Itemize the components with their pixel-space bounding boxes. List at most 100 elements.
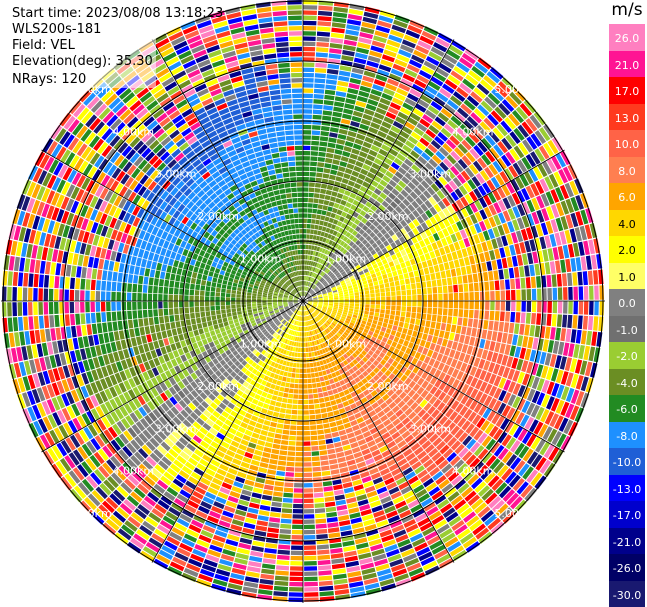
range-gate — [363, 518, 376, 527]
range-gate — [96, 419, 107, 431]
range-gate — [234, 118, 245, 127]
range-gate — [360, 471, 370, 479]
range-gate — [251, 265, 257, 270]
range-gate — [139, 417, 150, 429]
range-gate — [139, 326, 146, 336]
range-gate — [257, 401, 264, 408]
range-gate — [208, 341, 215, 348]
range-gate — [274, 278, 279, 283]
range-gate — [185, 352, 192, 360]
range-gate — [170, 343, 177, 352]
range-gate — [291, 291, 296, 295]
range-gate — [216, 30, 231, 39]
range-gate — [369, 327, 376, 333]
range-gate — [505, 301, 511, 311]
range-gate — [511, 357, 519, 370]
range-gate — [500, 418, 510, 431]
range-gate — [495, 503, 509, 517]
range-gate — [76, 325, 82, 337]
range-gate — [166, 183, 175, 193]
range-gate — [180, 340, 187, 348]
range-gate — [159, 211, 168, 221]
range-gate — [230, 109, 242, 117]
range-gate — [72, 417, 83, 431]
range-gate — [408, 567, 424, 577]
range-gate — [372, 476, 384, 485]
range-gate — [259, 462, 269, 469]
range-gate — [158, 549, 173, 560]
range-gate — [268, 320, 274, 325]
range-gate — [120, 482, 133, 494]
range-gate — [124, 520, 138, 532]
range-gate — [257, 86, 269, 93]
range-gate — [230, 197, 238, 205]
range-gate — [262, 452, 271, 458]
range-gate — [425, 320, 431, 328]
range-gate — [384, 505, 396, 514]
range-gate — [184, 307, 190, 314]
range-gate — [156, 365, 164, 374]
range-gate — [264, 398, 271, 405]
range-gate — [156, 147, 167, 158]
range-gate — [293, 394, 299, 399]
range-gate — [126, 292, 132, 301]
range-gate — [205, 291, 210, 297]
range-gate — [130, 455, 141, 467]
range-gate — [317, 315, 321, 320]
range-gate — [292, 308, 297, 312]
range-gate — [231, 386, 239, 393]
range-gate — [187, 191, 196, 200]
range-gate — [285, 471, 295, 477]
range-gate — [168, 434, 178, 444]
range-gate — [260, 234, 267, 240]
range-gate — [168, 377, 177, 386]
range-gate — [383, 354, 390, 362]
range-gate — [130, 256, 137, 266]
range-gate — [184, 242, 192, 251]
range-gate — [304, 321, 306, 327]
range-gate — [436, 553, 451, 565]
range-gate — [397, 458, 408, 467]
range-gate — [357, 547, 371, 555]
range-gate — [163, 308, 169, 316]
range-gate — [465, 375, 474, 385]
range-gate — [388, 334, 395, 341]
range-gate — [272, 325, 278, 330]
range-gate — [461, 420, 471, 431]
range-gate — [189, 295, 194, 301]
range-gate — [160, 392, 169, 402]
range-gate — [230, 378, 238, 386]
range-gate — [293, 271, 297, 277]
range-gate — [225, 122, 236, 130]
range-gate — [319, 349, 324, 355]
range-gate — [254, 315, 260, 320]
range-gate — [294, 467, 303, 472]
range-gate — [426, 462, 437, 473]
range-gate — [357, 404, 366, 412]
range-gate — [75, 313, 81, 325]
range-gate — [295, 368, 300, 373]
range-gate — [161, 76, 175, 88]
range-gate — [277, 315, 282, 319]
range-gate — [147, 369, 155, 379]
range-gate — [317, 305, 323, 308]
range-gate — [182, 419, 192, 428]
range-gate — [305, 321, 307, 326]
range-gate — [99, 483, 112, 496]
range-gate — [279, 308, 284, 312]
range-gate — [343, 309, 348, 313]
range-gate — [448, 515, 462, 527]
range-gate — [560, 401, 570, 417]
range-gate — [366, 343, 373, 350]
range-gate — [393, 472, 405, 481]
range-gate — [335, 315, 341, 320]
range-gate — [295, 457, 303, 462]
range-gate — [22, 302, 28, 316]
range-gate — [122, 92, 136, 104]
range-gate — [258, 467, 268, 474]
range-gate — [170, 251, 177, 260]
range-gate — [262, 292, 268, 296]
range-gate — [229, 346, 236, 353]
range-gate — [412, 537, 426, 548]
range-gate — [82, 359, 91, 372]
